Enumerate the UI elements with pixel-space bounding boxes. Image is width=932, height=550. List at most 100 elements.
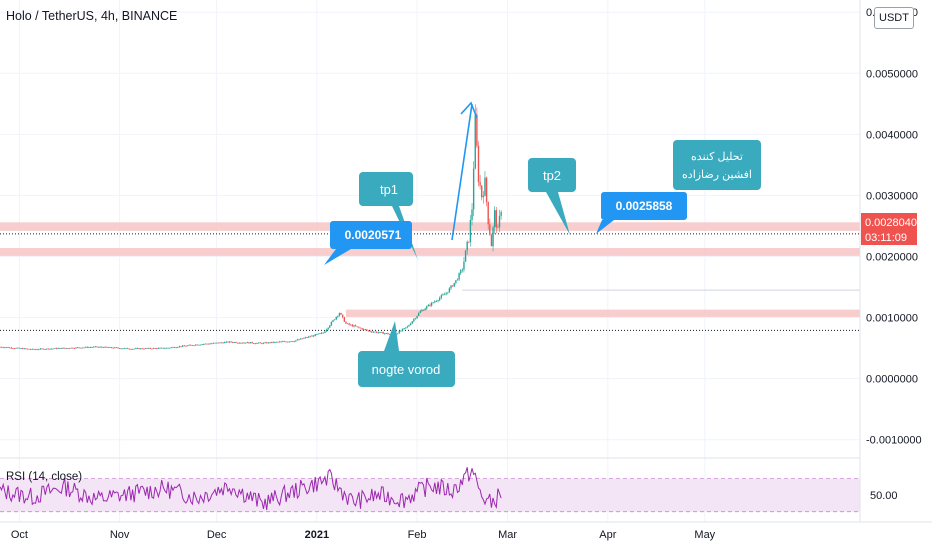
- candle-body: [25, 348, 27, 350]
- candle-body: [123, 348, 126, 349]
- candle-body: [127, 347, 129, 349]
- candle-body: [178, 346, 181, 348]
- candle-body: [308, 336, 310, 338]
- candle-body: [62, 347, 64, 349]
- candle-body: [306, 337, 308, 339]
- rsi-line: [0, 467, 502, 511]
- candle-body: [414, 318, 417, 320]
- candle-body: [367, 330, 370, 332]
- callout-tp2[interactable]: tp2: [528, 158, 576, 235]
- candle-body: [102, 347, 105, 349]
- candle-body: [466, 241, 468, 251]
- candle-body: [8, 347, 11, 349]
- candle-body: [401, 328, 404, 331]
- candle-body: [67, 348, 69, 349]
- candle-body: [70, 347, 72, 349]
- candle-body: [434, 301, 436, 303]
- reference-lines: [0, 233, 860, 331]
- candle-body: [303, 337, 305, 339]
- callout-tp1[interactable]: tp1: [359, 172, 418, 260]
- candle-body: [2, 347, 4, 349]
- candle-body: [484, 177, 486, 196]
- price-label-tp1[interactable]: 0.0020571: [324, 221, 412, 265]
- candle-body: [112, 347, 114, 349]
- candle-body: [421, 310, 423, 312]
- candle-body: [18, 347, 21, 349]
- target-arrow[interactable]: [451, 103, 473, 241]
- callout-entry-point-label: nogte vorod: [372, 362, 441, 377]
- candle-body: [375, 331, 378, 333]
- candle-body: [139, 348, 142, 350]
- rsi-indicator-label[interactable]: RSI (14, close): [6, 471, 83, 483]
- candle-body: [359, 327, 362, 329]
- rsi-axis[interactable]: 50.00: [870, 490, 898, 502]
- candle-body: [317, 333, 320, 335]
- callout-analyst-line1: تحلیل کننده: [691, 151, 743, 163]
- price-label-tp2[interactable]: 0.0025858: [596, 192, 687, 234]
- candle-body: [46, 348, 48, 350]
- price-tick-label: 0.0050000: [866, 68, 918, 80]
- candle-body: [427, 304, 430, 307]
- candle-body: [374, 331, 376, 333]
- candle-body: [266, 342, 268, 344]
- candle-body: [51, 348, 53, 350]
- candle-body: [55, 348, 58, 349]
- candle-body: [105, 346, 108, 348]
- candle-body: [432, 302, 434, 304]
- candle-body: [388, 334, 391, 335]
- candle-body: [257, 342, 260, 344]
- candle-body: [86, 346, 88, 348]
- candle-body: [361, 328, 363, 330]
- candle-body: [34, 349, 37, 351]
- candle-body: [217, 342, 219, 344]
- candle-body: [172, 347, 174, 348]
- time-tick-label: Apr: [599, 529, 616, 541]
- candle-body: [222, 342, 224, 344]
- candle-body: [80, 347, 82, 349]
- candle-body: [354, 325, 357, 327]
- candle-body: [248, 342, 250, 344]
- symbol-title[interactable]: Holo / TetherUS, 4h, BINANCE: [6, 9, 178, 23]
- candle-body: [338, 313, 341, 316]
- candle-body: [288, 341, 291, 343]
- candle-body: [400, 330, 402, 332]
- candle-body: [249, 342, 252, 344]
- candle-body: [141, 348, 143, 350]
- candle-body: [78, 347, 80, 349]
- candle-body: [7, 347, 9, 349]
- candle-body: [20, 348, 22, 349]
- candle-body: [396, 333, 399, 335]
- candle-body: [345, 321, 347, 324]
- candle-body: [448, 288, 451, 293]
- candle-body: [298, 339, 300, 341]
- candle-body: [181, 345, 184, 347]
- candle-body: [417, 313, 420, 316]
- callout-analyst[interactable]: تحلیل کننده افشین رضازاده: [673, 140, 761, 190]
- candle-body: [191, 344, 194, 346]
- candle-body: [160, 347, 163, 349]
- candle-body: [485, 177, 488, 202]
- candle-body: [468, 241, 470, 243]
- callout-entry-point[interactable]: nogte vorod: [358, 321, 455, 387]
- candle-body: [170, 347, 173, 349]
- time-axis[interactable]: Oct Nov Dec 2021 Feb Mar Apr May: [11, 529, 716, 541]
- candle-body: [212, 342, 215, 344]
- price-axis[interactable]: 0.00600000.00500000.00400000.00300000.00…: [866, 7, 922, 447]
- candle-body: [33, 348, 35, 350]
- currency-selector-button[interactable]: USDT: [874, 7, 914, 29]
- candle-body: [416, 315, 418, 319]
- candle-body: [275, 341, 278, 343]
- candle-body: [76, 347, 79, 349]
- candle-body: [291, 341, 294, 343]
- candle-body: [442, 294, 444, 296]
- time-tick-label: May: [694, 529, 715, 541]
- candle-body: [335, 316, 337, 320]
- candle-body: [180, 346, 182, 348]
- candle-body: [426, 306, 428, 309]
- candle-body: [236, 342, 239, 344]
- candle-body: [60, 347, 63, 349]
- candle-body: [138, 348, 140, 350]
- candle-body: [169, 347, 171, 349]
- price-tick-label: 0.0020000: [866, 252, 918, 264]
